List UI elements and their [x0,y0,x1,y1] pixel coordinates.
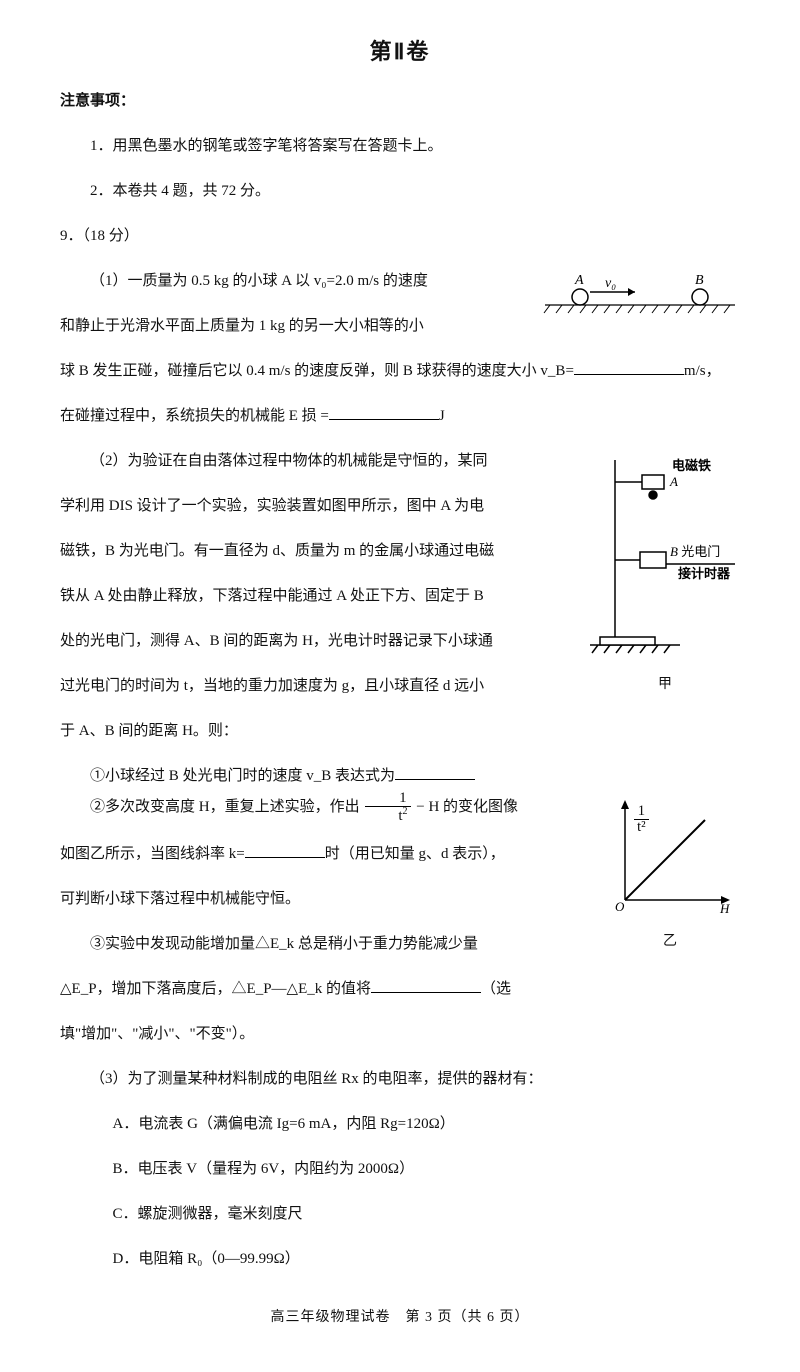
fraction-1-t2: 1t2 [365,791,410,824]
notice-item-1: 1．用黑色墨水的钢笔或签字笔将答案写在答题卡上。 [90,131,740,161]
label-B-gate: B 光电门 [670,544,720,559]
option-A: A．电流表 G（满偏电流 Ig=6 mA，内阻 Rg=120Ω） [113,1109,741,1139]
option-C: C．螺旋测微器，毫米刻度尺 [113,1199,741,1229]
page-footer: 高三年级物理试卷 第 3 页（共 6 页） [60,1304,740,1332]
figure-apparatus-caption: 甲 [590,671,740,699]
label-magnet: 电磁铁 [672,458,711,473]
notice-item-2: 2．本卷共 4 题，共 72 分。 [90,176,740,206]
blank-vb [574,359,684,375]
blank-vb-expr [395,764,475,780]
graph-origin: O [615,899,625,914]
blank-k [245,842,325,858]
q9-label: 9．（18 分） [60,221,740,251]
figure-graph: O H 1 t² 乙 [600,795,740,956]
label-B: B [695,273,704,288]
q1-line3: 球 B 发生正碰，碰撞后它以 0.4 m/s 的速度反弹，则 B 球获得的速度大… [60,356,740,386]
q1-line4: 在碰撞过程中，系统损失的机械能 E 损 =J [60,401,740,431]
option-B: B．电压表 V（量程为 6V，内阻约为 2000Ω） [113,1154,741,1184]
notice-heading: 注意事项： [60,86,740,116]
q2-sub7: 填"增加"、"减小"、"不变"）。 [60,1019,740,1049]
graph-ylabel: 1 t² [634,804,649,835]
blank-eloss [329,404,439,420]
label-A: A [574,273,584,288]
blank-trend [371,977,481,993]
label-timer: 接计时器 [678,566,731,581]
q2-sub6: △E_P，增加下落高度后，△E_P—△E_k 的值将（选 [60,974,740,1004]
label-A2: A [669,474,678,489]
figure-graph-caption: 乙 [600,928,740,956]
q2-sub1: ①小球经过 B 处光电门时的速度 v_B 表达式为 [60,761,740,791]
label-v0: v₀ [605,276,616,291]
q3-stem: （3）为了测量某种材料制成的电阻丝 Rx 的电阻率，提供的器材有： [60,1064,740,1094]
option-D: D．电阻箱 R₀（0—99.99Ω） [113,1244,741,1274]
page-title: 第Ⅱ卷 [60,30,740,74]
graph-xlabel: H [719,901,730,915]
q2-line7: 于 A、B 间的距离 H。则： [60,716,740,746]
figure-collision: A v₀ B [540,270,740,336]
figure-apparatus: 电磁铁 A B 光电门 接计时器 甲 [590,450,740,699]
